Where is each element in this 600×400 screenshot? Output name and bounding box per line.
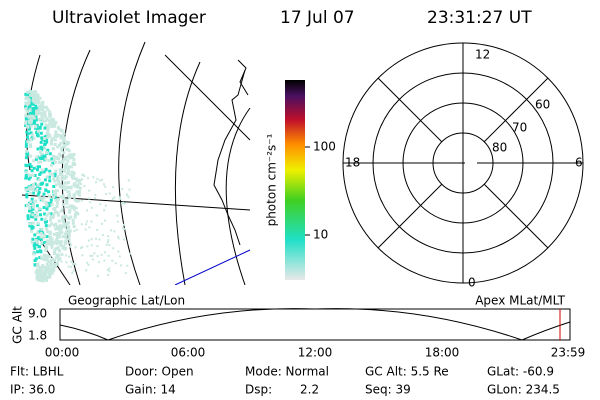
mlt-label: 6 [575,156,583,170]
grid-line [225,107,251,285]
spokes [343,43,583,283]
colorbar-tick: 10 [313,228,328,242]
date: 17 Jul 07 [280,8,355,28]
grid-line [174,61,201,285]
time-label: 00:00 [45,346,80,360]
info-item: Flt: LBHL [10,365,64,379]
info-item: GC Alt: 5.5 Re [365,365,449,379]
panel-label: Geographic Lat/Lon [68,294,185,308]
mlt-label: 0 [468,276,476,290]
time-axis: 00:00 06:00 12:00 18:00 23:59 [45,346,586,360]
grid-line [118,41,146,285]
alt-tick: 9.0 [28,307,47,321]
altitude-frame [59,308,571,341]
alt-tick: 1.8 [28,329,47,343]
time-label: 12:00 [298,346,333,360]
time: 23:31:27 UT [427,8,532,28]
coastline [213,69,246,246]
bg [465,162,477,165]
terminator [174,249,251,285]
info-item: GLat: -60.9 [487,365,554,379]
panel-label: Apex MLat/MLT [475,294,565,308]
time-label: 06:00 [171,346,206,360]
lat-label: 60 [535,98,550,112]
time-label: 18:00 [425,346,460,360]
info-item: Door: Open [125,365,194,379]
mlt-label: 12 [475,48,490,62]
time-label: 23:59 [551,346,586,360]
lat-label: 70 [512,121,527,135]
info-item: IP: 36.0 [10,383,55,397]
colorbar-tick: 100 [313,140,336,154]
header: Ultraviolet Imager 17 Jul 07 23:31:27 UT [52,8,532,28]
mlt-label: 18 [345,156,360,170]
lat-label: 80 [492,141,507,155]
title: Ultraviolet Imager [52,8,206,28]
info-block: Flt: LBHL Door: Open Mode: Normal GC Alt: 5… [10,365,560,397]
info-item: GLon: 234.5 [487,383,560,397]
geo-map [22,41,251,285]
coastline [237,59,249,96]
aurora-pixels [24,90,132,283]
info-item: Seq: 39 [365,383,411,397]
info-item: Dsp: [245,383,272,397]
dsp-value: 2.2 [300,383,319,397]
altitude-label: GC Alt [11,306,25,344]
info-item: Gain: 14 [125,383,176,397]
colorbar-label: photon cm⁻²s⁻¹ [265,133,279,226]
polar-plot [342,42,584,284]
grid-line [164,54,251,141]
altitude-curve [59,308,571,341]
info-item: Mode: Normal [245,365,329,379]
colorbar [285,80,305,280]
